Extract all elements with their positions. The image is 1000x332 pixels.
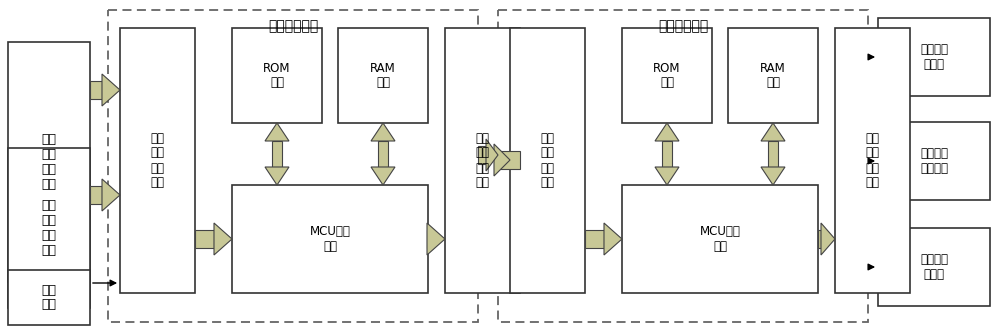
- Bar: [108, 10, 478, 322]
- Bar: [8, 148, 90, 308]
- Polygon shape: [604, 223, 622, 255]
- Polygon shape: [102, 74, 120, 106]
- Bar: [232, 185, 428, 293]
- Bar: [818, 230, 821, 248]
- Polygon shape: [821, 223, 835, 255]
- Polygon shape: [265, 123, 289, 141]
- Bar: [622, 28, 712, 123]
- Text: 输入
信号
接口
电路: 输入 信号 接口 电路: [150, 131, 164, 190]
- Text: 上层控制模块: 上层控制模块: [268, 19, 318, 33]
- Polygon shape: [761, 123, 785, 141]
- Bar: [120, 28, 195, 293]
- Bar: [427, 230, 428, 248]
- Bar: [878, 18, 990, 96]
- Bar: [662, 141, 672, 167]
- Polygon shape: [486, 139, 498, 171]
- Bar: [878, 228, 990, 306]
- Bar: [585, 230, 604, 248]
- Bar: [378, 141, 388, 167]
- Text: MCU核心
电路: MCU核心 电路: [310, 225, 350, 253]
- Text: ROM
电路: ROM 电路: [263, 61, 291, 90]
- Bar: [498, 10, 868, 322]
- Bar: [728, 28, 818, 123]
- Text: 输出
信号
接口
电路: 输出 信号 接口 电路: [476, 131, 490, 190]
- Bar: [232, 28, 322, 123]
- Text: RAM
电路: RAM 电路: [760, 61, 786, 90]
- Text: 输入
信号
接口
电路: 输入 信号 接口 电路: [540, 131, 554, 190]
- Bar: [510, 28, 585, 293]
- Bar: [478, 146, 486, 164]
- Polygon shape: [214, 223, 232, 255]
- Text: 空气弹簧
调控电路: 空气弹簧 调控电路: [920, 147, 948, 175]
- Text: 空压机驱
动电路: 空压机驱 动电路: [920, 43, 948, 71]
- Polygon shape: [265, 167, 289, 185]
- Text: ROM
电路: ROM 电路: [653, 61, 681, 90]
- Text: 减振器调
控电路: 减振器调 控电路: [920, 253, 948, 281]
- Bar: [494, 151, 520, 169]
- Bar: [90, 81, 102, 99]
- Bar: [8, 270, 90, 325]
- Bar: [768, 141, 778, 167]
- Text: RAM
电路: RAM 电路: [370, 61, 396, 90]
- Bar: [445, 28, 520, 293]
- Polygon shape: [371, 123, 395, 141]
- Bar: [338, 28, 428, 123]
- Text: 控制
输出
接口
电路: 控制 输出 接口 电路: [866, 131, 880, 190]
- Bar: [8, 42, 90, 282]
- Bar: [835, 28, 910, 293]
- Bar: [878, 122, 990, 200]
- Bar: [90, 186, 102, 204]
- Text: 电源
电路: 电源 电路: [42, 284, 56, 311]
- Text: MCU核心
电路: MCU核心 电路: [700, 225, 740, 253]
- Polygon shape: [494, 144, 510, 176]
- Polygon shape: [655, 123, 679, 141]
- Text: 开关
信号
检测
电路: 开关 信号 检测 电路: [42, 199, 56, 257]
- Bar: [272, 141, 282, 167]
- Polygon shape: [427, 223, 445, 255]
- Polygon shape: [761, 167, 785, 185]
- Text: 车况
检测
模块
电路: 车况 检测 模块 电路: [42, 133, 56, 191]
- Polygon shape: [655, 167, 679, 185]
- Bar: [195, 230, 214, 248]
- Text: 底层控制模块: 底层控制模块: [658, 19, 708, 33]
- Polygon shape: [102, 179, 120, 211]
- Bar: [622, 185, 818, 293]
- Polygon shape: [371, 167, 395, 185]
